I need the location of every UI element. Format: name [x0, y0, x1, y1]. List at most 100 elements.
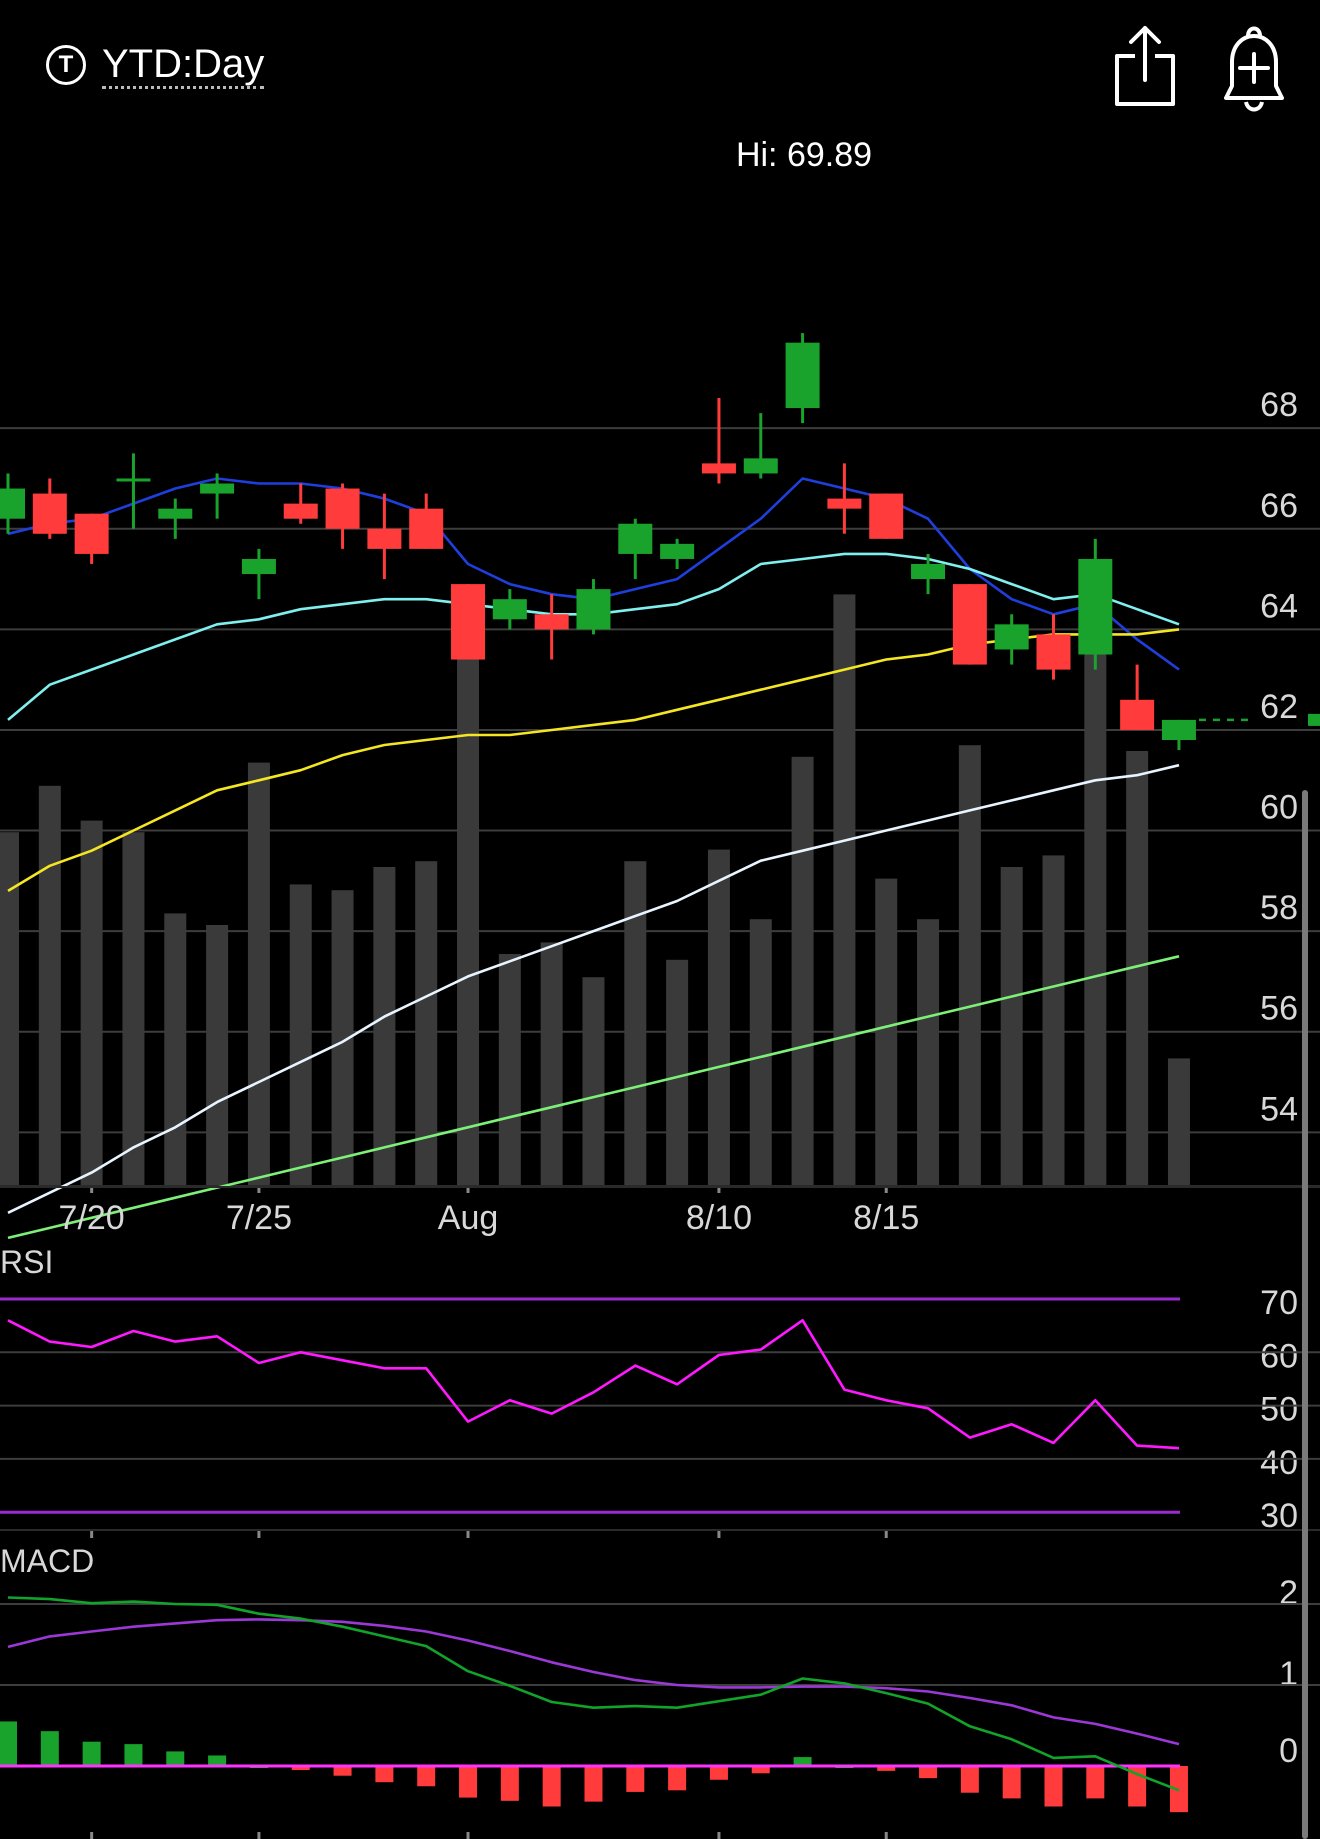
candle-body [74, 513, 109, 554]
volume-bar [791, 756, 814, 1186]
volume-bar [0, 832, 19, 1186]
macd-histogram-bar [751, 1766, 770, 1774]
volume-bar [582, 977, 605, 1186]
macd-histogram-bar [375, 1766, 394, 1783]
candle-body [116, 478, 151, 482]
candle-body [1120, 699, 1155, 730]
macd-histogram-bar [82, 1741, 101, 1766]
volume-bar [1000, 867, 1023, 1186]
x-axis-label: 7/20 [59, 1199, 125, 1237]
candle-body [32, 493, 67, 534]
volume-bar [498, 954, 521, 1186]
volume-bar [206, 925, 229, 1186]
volume-bar [749, 919, 772, 1186]
candle-body [0, 488, 25, 519]
macd-histogram-bar [709, 1766, 728, 1780]
volume-bar [289, 884, 312, 1186]
volume-bar [38, 785, 61, 1186]
volume-bar [1084, 652, 1107, 1186]
volume-bar [666, 959, 689, 1186]
volume-bar [1126, 751, 1149, 1186]
macd-signal-line [7, 1618, 1180, 1746]
volume-bar [80, 820, 103, 1186]
macd-histogram-bar [291, 1766, 310, 1771]
candle-body [952, 584, 987, 665]
volume-bar [373, 867, 396, 1186]
x-axis-label: 7/25 [226, 1199, 292, 1237]
moving-average-line-3 [7, 628, 1180, 893]
candle-body [492, 599, 527, 620]
candle-body [618, 523, 653, 554]
candle-body [911, 563, 946, 580]
candle-body [994, 624, 1029, 650]
candle-body [701, 463, 736, 474]
candle-body [409, 508, 444, 549]
x-axis-label: 8/10 [686, 1199, 752, 1237]
candle-body [283, 503, 318, 519]
macd-histogram-bar [417, 1766, 436, 1787]
candle-body [367, 528, 402, 549]
candle-body [1078, 558, 1113, 655]
bell-plus-icon [1224, 26, 1284, 112]
price-axis-label: 64 [1260, 587, 1298, 625]
price-axis-label: 62 [1260, 688, 1298, 726]
volume-bar [1167, 1058, 1190, 1186]
high-price-annotation: Hi: 69.89 [736, 136, 872, 174]
ticker-t-icon: T [46, 45, 86, 85]
price-axis-label: 66 [1260, 487, 1298, 525]
macd-axis-label: 0 [1279, 1732, 1298, 1770]
volume-bar [415, 861, 438, 1186]
macd-histogram-bar [877, 1766, 896, 1771]
price-axis-label: 56 [1260, 990, 1298, 1028]
macd-axis-label: 2 [1279, 1574, 1298, 1612]
candle-body [325, 488, 360, 529]
macd-histogram-bar [459, 1766, 478, 1798]
rsi-axis-label: 40 [1260, 1444, 1298, 1482]
macd-histogram-bar [584, 1766, 603, 1802]
macd-histogram-bar [166, 1751, 185, 1766]
candle-body [241, 558, 276, 575]
candle-body [743, 458, 778, 474]
candle-body [451, 584, 486, 660]
volume-bar [833, 594, 856, 1186]
price-axis-label: 68 [1260, 386, 1298, 424]
price-axis-label: 54 [1260, 1090, 1298, 1128]
macd-title: MACD [0, 1543, 94, 1579]
volume-bar [917, 919, 940, 1186]
top-bar: T YTD:Day [0, 0, 1320, 120]
macd-histogram-bar [0, 1721, 17, 1766]
moving-average-line-4 [7, 763, 1180, 1214]
macd-histogram-bar [960, 1766, 979, 1793]
candle-body [534, 614, 569, 630]
volume-bar [540, 942, 563, 1186]
macd-histogram-bar [793, 1757, 812, 1766]
volume-bar [457, 606, 480, 1186]
rsi-axis-label: 30 [1260, 1497, 1298, 1535]
candle-body [660, 543, 695, 559]
share-icon [1115, 26, 1175, 106]
time-range-button[interactable]: T YTD:Day [46, 40, 265, 90]
scrollbar[interactable] [1302, 790, 1308, 1839]
candle-body [200, 483, 235, 494]
share-button[interactable] [1105, 22, 1185, 112]
macd-histogram-bar [124, 1744, 143, 1766]
candle-body [1036, 634, 1071, 670]
macd-axis-label: 1 [1279, 1655, 1298, 1693]
x-axis-label: 8/15 [853, 1199, 919, 1237]
volume-bar [122, 832, 145, 1186]
price-alert-button[interactable] [1212, 22, 1296, 112]
time-range-label: YTD:Day [102, 42, 265, 89]
candle-body [827, 498, 862, 509]
moving-average-line-5 [7, 955, 1180, 1240]
rsi-axis-label: 60 [1260, 1337, 1298, 1375]
macd-histogram-bar [1044, 1766, 1063, 1807]
macd-histogram-bar [542, 1766, 561, 1807]
volume-bar [624, 861, 647, 1186]
last-price-marker [1308, 713, 1320, 726]
candle-body [869, 493, 904, 539]
volume-bar [247, 762, 270, 1186]
macd-histogram-bar [919, 1766, 938, 1779]
macd-histogram-bar [1086, 1766, 1105, 1799]
macd-histogram-bar [626, 1766, 645, 1792]
